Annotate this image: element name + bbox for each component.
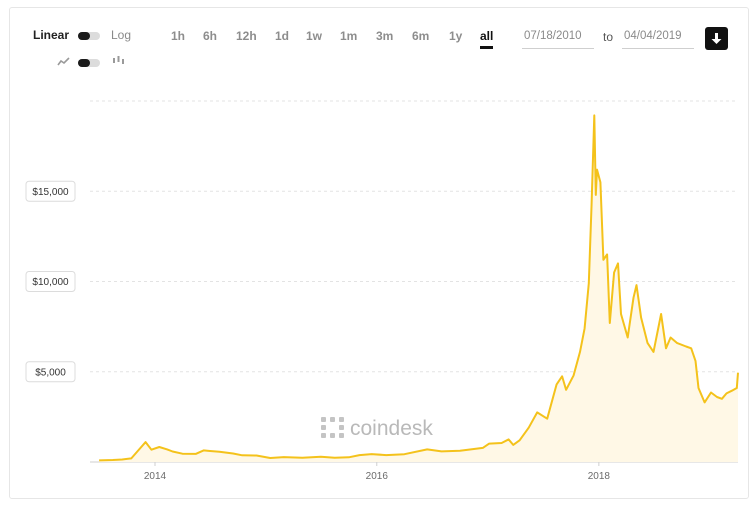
- x-tick-label: 2014: [144, 471, 167, 482]
- price-area-fill: [99, 115, 739, 463]
- scale-linear-label[interactable]: Linear: [33, 28, 70, 42]
- series-layer: [99, 114, 739, 463]
- range-6h-button[interactable]: 6h: [203, 29, 218, 43]
- download-icon: [711, 33, 722, 44]
- y-tick-label: $5,000: [25, 361, 76, 383]
- date-from-input[interactable]: [522, 24, 594, 49]
- watermark-text: coindesk: [350, 417, 433, 440]
- chart-toolbar: Linear Log 1h 6h 12h 1d 1w 1m 3m 6m 1y a…: [0, 0, 756, 67]
- y-tick-label: $10,000: [25, 271, 76, 292]
- chart-mode-toggle-knob: [78, 59, 90, 67]
- x-tick-label: 2016: [366, 471, 389, 482]
- y-tick-label-box: [25, 180, 76, 202]
- price-line: [99, 114, 739, 462]
- range-3m-button[interactable]: 3m: [376, 29, 394, 43]
- date-to-input[interactable]: [622, 24, 694, 49]
- y-tick-label-text: $5,000: [35, 367, 66, 378]
- y-tick-label-text: $15,000: [32, 187, 69, 198]
- date-to-separator: to: [603, 30, 614, 44]
- scale-toggle[interactable]: [78, 32, 100, 40]
- range-all-button[interactable]: all: [480, 29, 494, 49]
- coindesk-watermark: coindesk: [321, 417, 433, 440]
- download-button[interactable]: [705, 27, 728, 50]
- range-1w-button[interactable]: 1w: [306, 29, 323, 43]
- range-1m-button[interactable]: 1m: [340, 29, 358, 43]
- y-tick-label-text: $10,000: [32, 277, 69, 288]
- y-tick-label: $15,000: [25, 180, 76, 202]
- scale-toggle-knob: [78, 32, 90, 40]
- range-6m-button[interactable]: 6m: [412, 29, 430, 43]
- axis-layer: $5,000 $10,000 $15,000 2014 2016 2018: [25, 180, 611, 482]
- y-tick-label-box: [25, 271, 76, 292]
- range-12h-button[interactable]: 12h: [236, 29, 257, 43]
- coindesk-logo-icon: [321, 417, 344, 438]
- y-tick-label-box: [25, 361, 76, 383]
- range-1y-button[interactable]: 1y: [449, 29, 463, 43]
- range-1h-button[interactable]: 1h: [171, 29, 186, 43]
- scale-log-label[interactable]: Log: [111, 28, 132, 42]
- range-1d-button[interactable]: 1d: [275, 29, 290, 43]
- candlestick-icon[interactable]: [112, 55, 125, 66]
- x-tick-label: 2018: [588, 471, 611, 482]
- chart-mode-toggle[interactable]: [78, 59, 100, 67]
- line-chart-icon[interactable]: [57, 57, 70, 67]
